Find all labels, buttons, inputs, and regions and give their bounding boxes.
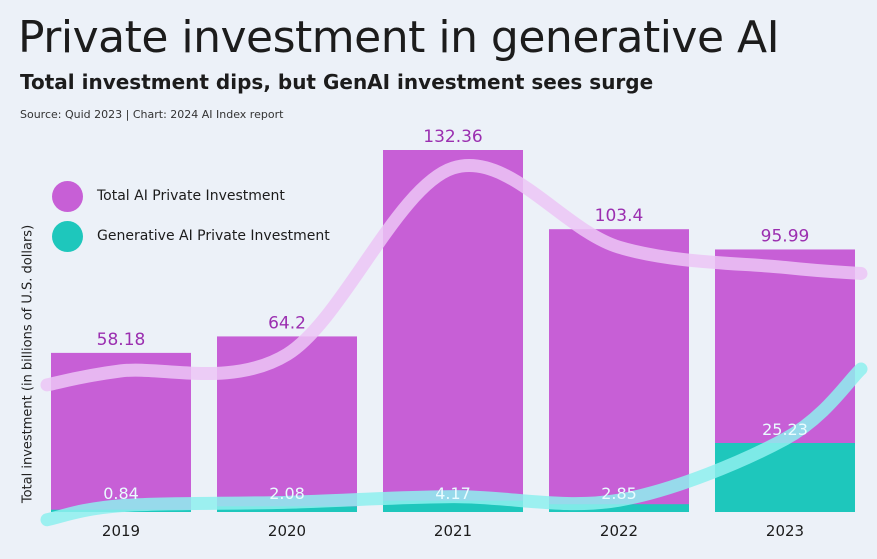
trend-line-total xyxy=(40,159,868,392)
data-label-genai-2023: 25.23 xyxy=(762,420,808,439)
bar-genai-2021 xyxy=(383,500,523,512)
x-tick-label-2020: 2020 xyxy=(268,522,306,540)
legend: Total AI Private Investment Generative A… xyxy=(52,176,330,256)
x-tick-label-2019: 2019 xyxy=(102,522,140,540)
bar-total-2022 xyxy=(549,229,689,512)
data-label-total-2023: 95.99 xyxy=(761,226,810,246)
legend-swatch-total xyxy=(52,180,83,212)
data-label-genai-2019: 0.84 xyxy=(103,484,139,503)
legend-item-total: Total AI Private Investment xyxy=(52,176,330,216)
data-label-genai-2022: 2.85 xyxy=(601,484,637,503)
legend-item-genai: Generative AI Private Investment xyxy=(52,216,330,256)
chart-subtitle: Total investment dips, but GenAI investm… xyxy=(20,70,654,94)
chart-title: Private investment in generative AI xyxy=(18,12,780,63)
data-label-genai-2021: 4.17 xyxy=(435,484,471,503)
bar-genai-2022 xyxy=(549,504,689,512)
x-tick-label-2023: 2023 xyxy=(766,522,804,540)
data-label-total-2019: 58.18 xyxy=(97,330,146,350)
trend-line-genai xyxy=(40,362,868,527)
data-label-total-2021: 132.36 xyxy=(423,127,482,147)
data-label-total-2022: 103.4 xyxy=(595,206,644,226)
data-label-total-2020: 64.2 xyxy=(268,313,306,333)
legend-label-total: Total AI Private Investment xyxy=(97,188,285,204)
x-tick-label-2021: 2021 xyxy=(434,522,472,540)
x-tick-label-2022: 2022 xyxy=(600,522,638,540)
chart-source: Source: Quid 2023 | Chart: 2024 AI Index… xyxy=(20,108,284,121)
bar-genai-2020 xyxy=(217,506,357,512)
bar-genai-2023 xyxy=(715,442,855,512)
data-label-genai-2020: 2.08 xyxy=(269,484,305,503)
legend-label-genai: Generative AI Private Investment xyxy=(97,228,330,244)
legend-swatch-genai xyxy=(52,220,83,252)
